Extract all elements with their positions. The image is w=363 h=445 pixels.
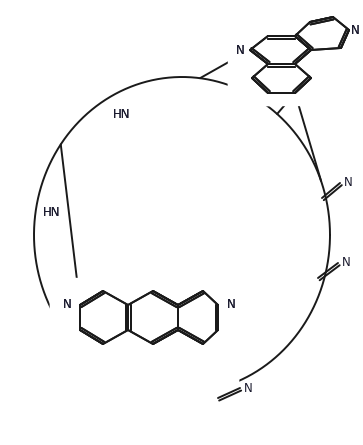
Text: N: N <box>342 256 350 270</box>
Text: N: N <box>227 299 235 312</box>
Text: N: N <box>351 24 359 36</box>
Bar <box>50 278 238 445</box>
Text: N: N <box>351 24 359 36</box>
Text: N: N <box>227 299 235 312</box>
Text: N: N <box>236 44 244 57</box>
Text: N: N <box>236 44 244 57</box>
Text: N: N <box>244 381 252 395</box>
Text: N: N <box>63 299 72 312</box>
Text: N: N <box>344 177 352 190</box>
Text: HN: HN <box>113 109 131 121</box>
Text: HN: HN <box>113 109 131 121</box>
Text: HN: HN <box>43 206 61 219</box>
Text: N: N <box>63 299 72 312</box>
Bar <box>50 278 238 445</box>
Bar <box>228 5 363 105</box>
Bar <box>228 5 363 105</box>
Text: HN: HN <box>43 206 61 219</box>
